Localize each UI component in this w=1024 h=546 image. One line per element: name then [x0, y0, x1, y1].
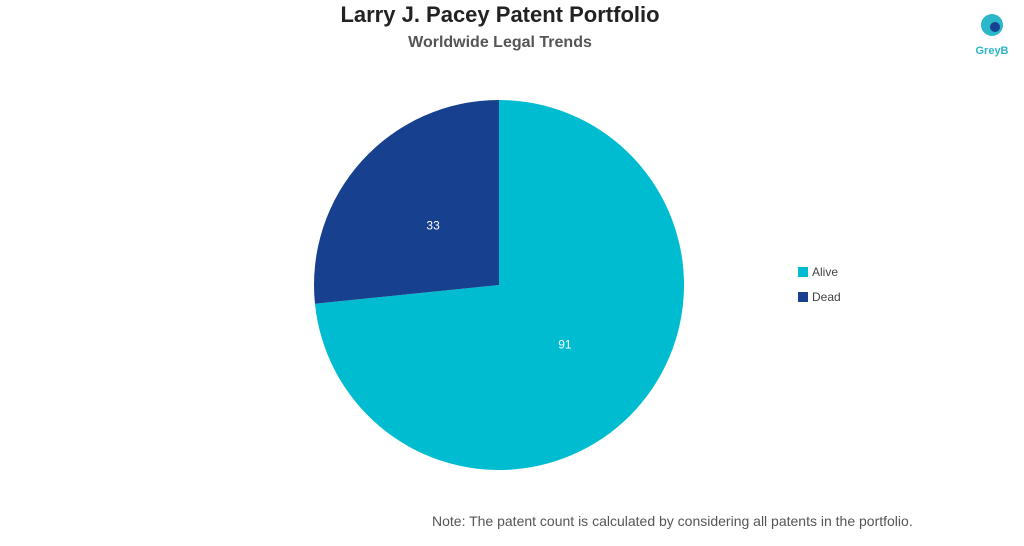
- logo-icon: [981, 14, 1003, 36]
- legend-label: Dead: [812, 290, 841, 304]
- pie-slice-dead[interactable]: [314, 100, 499, 304]
- legend-item-dead[interactable]: Dead: [798, 290, 841, 304]
- footnote: Note: The patent count is calculated by …: [432, 513, 913, 529]
- legend-swatch: [798, 267, 808, 277]
- logo-text: GreyB: [975, 45, 1009, 57]
- greyb-logo: GreyB: [972, 10, 1012, 57]
- data-label: 33: [426, 218, 440, 232]
- legend-label: Alive: [812, 265, 839, 279]
- chart-subtitle: Worldwide Legal Trends: [408, 34, 592, 51]
- chart-title: Larry J. Pacey Patent Portfolio: [340, 2, 660, 27]
- pie-slice-alive[interactable]: [314, 100, 685, 471]
- legend-swatch: [798, 292, 808, 302]
- data-label: 91: [558, 338, 572, 352]
- legend-item-alive[interactable]: Alive: [798, 265, 838, 279]
